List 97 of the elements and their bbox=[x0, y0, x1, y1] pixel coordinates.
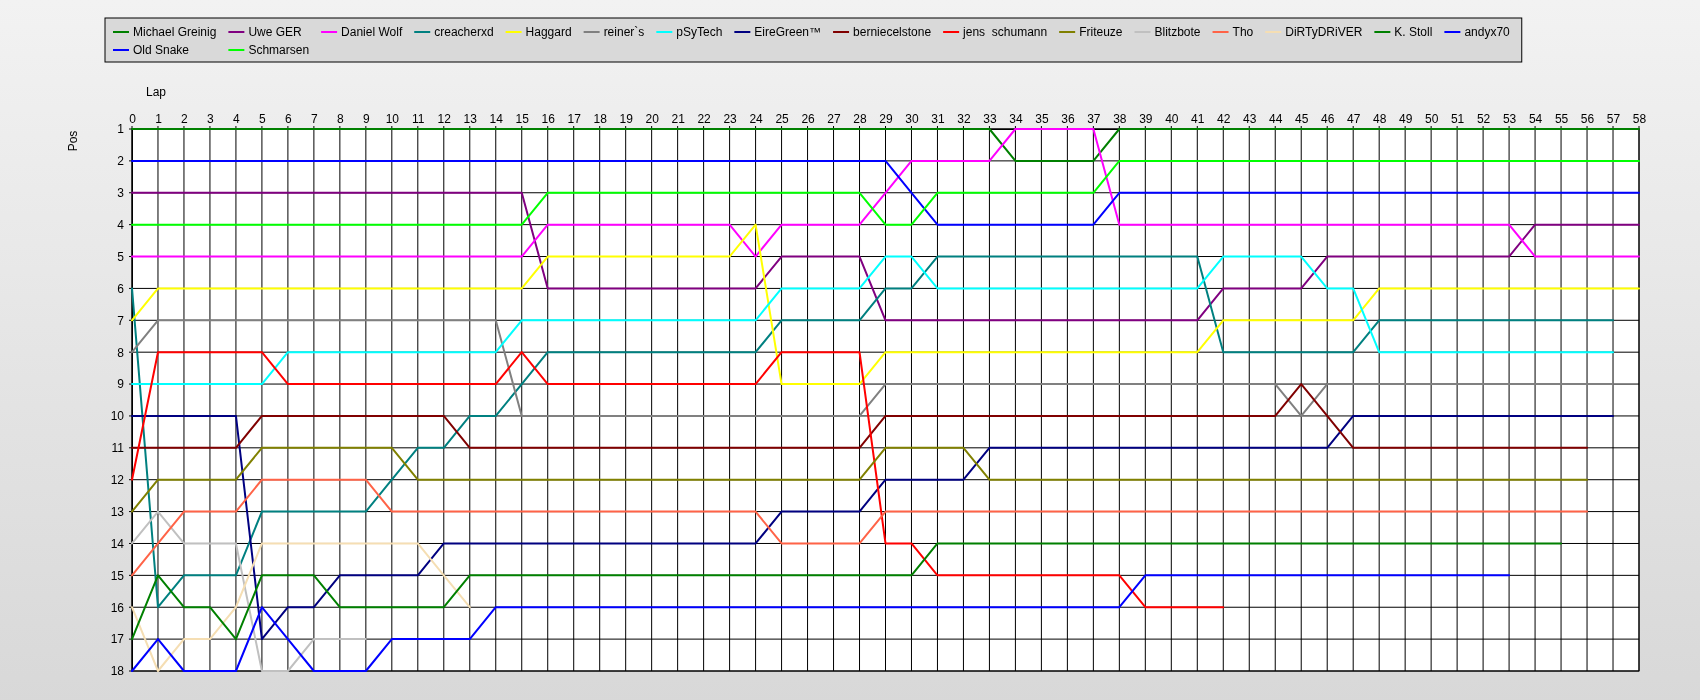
y-tick-label: 18 bbox=[110, 664, 125, 679]
x-tick-label: 32 bbox=[957, 112, 971, 126]
x-tick-label: 15 bbox=[515, 112, 530, 126]
x-tick-label: 4 bbox=[233, 112, 241, 126]
y-tick-label: 5 bbox=[117, 249, 125, 264]
legend-label: andyx70 bbox=[1464, 25, 1511, 39]
x-tick-label: 53 bbox=[1502, 112, 1517, 126]
y-tick-label: 1 bbox=[117, 122, 125, 137]
x-tick-label: 21 bbox=[671, 112, 686, 126]
legend-label: jens schumann bbox=[962, 25, 1048, 39]
y-tick-label: 14 bbox=[110, 536, 125, 551]
x-tick-label: 26 bbox=[801, 112, 816, 126]
x-tick-label: 1 bbox=[155, 112, 163, 126]
x-tick-label: 29 bbox=[879, 112, 893, 126]
y-tick-label: 11 bbox=[111, 441, 125, 456]
x-tick-label: 8 bbox=[337, 112, 345, 126]
x-tick-label: 28 bbox=[853, 112, 868, 126]
legend-label: Friteuze bbox=[1079, 25, 1123, 39]
x-tick-label: 34 bbox=[1009, 112, 1023, 126]
x-tick-label: 5 bbox=[259, 112, 267, 126]
x-tick-label: 6 bbox=[285, 112, 293, 126]
x-tick-label: 49 bbox=[1398, 112, 1413, 126]
y-tick-label: 16 bbox=[110, 600, 125, 615]
legend-label: Michael Greinig bbox=[133, 25, 217, 39]
x-tick-label: 24 bbox=[749, 112, 764, 126]
legend-label: reiner`s bbox=[603, 25, 645, 39]
x-tick-label: 0 bbox=[129, 112, 137, 126]
legend-label: creacherxd bbox=[434, 25, 494, 39]
x-tick-label: 30 bbox=[905, 112, 919, 126]
x-tick-label: 50 bbox=[1424, 112, 1439, 126]
y-tick-label: 7 bbox=[117, 313, 125, 328]
x-tick-label: 3 bbox=[207, 112, 215, 126]
x-tick-label: 54 bbox=[1528, 112, 1543, 126]
y-tick-label: 3 bbox=[117, 186, 125, 201]
x-tick-label: 47 bbox=[1347, 112, 1361, 126]
y-tick-label: 4 bbox=[117, 217, 125, 232]
x-tick-label: 14 bbox=[489, 112, 504, 126]
legend-label: Tho bbox=[1232, 25, 1254, 39]
y-tick-label: 15 bbox=[110, 568, 125, 583]
legend-label: Schmarsen bbox=[248, 43, 310, 57]
x-tick-label: 58 bbox=[1632, 112, 1647, 126]
x-tick-label: 57 bbox=[1606, 112, 1621, 126]
y-tick-label: 8 bbox=[117, 345, 125, 360]
x-tick-label: 9 bbox=[363, 112, 370, 126]
y-tick-label: 13 bbox=[110, 504, 125, 519]
x-tick-label: 7 bbox=[311, 112, 319, 126]
x-tick-label: 18 bbox=[593, 112, 608, 126]
x-tick-label: 23 bbox=[723, 112, 738, 126]
y-tick-label: 2 bbox=[117, 154, 125, 169]
x-tick-label: 40 bbox=[1165, 112, 1179, 126]
legend-label: pSyTech bbox=[676, 25, 723, 39]
x-tick-label: 33 bbox=[983, 112, 997, 126]
x-tick-label: 25 bbox=[775, 112, 790, 126]
x-tick-label: 44 bbox=[1269, 112, 1283, 126]
x-tick-label: 52 bbox=[1476, 112, 1491, 126]
x-tick-label: 17 bbox=[567, 112, 582, 126]
legend-label: Daniel Wolf bbox=[341, 25, 403, 39]
legend-label: EireGreen™ bbox=[754, 25, 822, 39]
x-tick-label: 56 bbox=[1580, 112, 1595, 126]
y-tick-label: 6 bbox=[117, 281, 125, 296]
x-tick-label: 36 bbox=[1061, 112, 1075, 126]
x-tick-label: 2 bbox=[181, 112, 189, 126]
legend-label: berniecelstone bbox=[853, 25, 932, 39]
x-tick-label: 13 bbox=[463, 112, 478, 126]
x-tick-label: 16 bbox=[541, 112, 556, 126]
x-tick-label: 37 bbox=[1087, 112, 1101, 126]
y-tick-label: 17 bbox=[110, 632, 125, 647]
x-tick-label: 11 bbox=[412, 112, 425, 126]
x-tick-label: 55 bbox=[1554, 112, 1569, 126]
legend-label: Uwe GER bbox=[248, 25, 303, 39]
x-tick-label: 22 bbox=[697, 112, 712, 126]
x-tick-label: 51 bbox=[1450, 112, 1465, 126]
x-tick-label: 41 bbox=[1191, 112, 1205, 126]
x-tick-label: 46 bbox=[1321, 112, 1335, 126]
y-axis-title: Pos bbox=[66, 130, 80, 152]
x-tick-label: 10 bbox=[385, 112, 400, 126]
y-tick-label: 10 bbox=[110, 409, 125, 424]
y-tick-label: 9 bbox=[117, 377, 125, 392]
legend-label: Haggard bbox=[525, 25, 572, 39]
x-tick-label: 43 bbox=[1243, 112, 1257, 126]
legend-label: K. Stoll bbox=[1394, 25, 1433, 39]
x-tick-label: 42 bbox=[1217, 112, 1231, 126]
y-tick-label: 12 bbox=[110, 473, 125, 488]
x-tick-label: 39 bbox=[1139, 112, 1153, 126]
legend-label: Old Snake bbox=[133, 43, 190, 57]
x-tick-label: 12 bbox=[437, 112, 452, 126]
x-tick-label: 38 bbox=[1113, 112, 1127, 126]
x-tick-label: 48 bbox=[1372, 112, 1387, 126]
x-axis-title: Lap bbox=[146, 85, 167, 99]
legend-label: Blitzbote bbox=[1154, 25, 1201, 39]
x-tick-label: 20 bbox=[645, 112, 660, 126]
x-tick-label: 19 bbox=[619, 112, 634, 126]
x-tick-label: 45 bbox=[1295, 112, 1309, 126]
x-tick-label: 35 bbox=[1035, 112, 1049, 126]
x-tick-label: 31 bbox=[931, 112, 945, 126]
x-tick-label: 27 bbox=[827, 112, 842, 126]
legend-label: DiRTyDRiVER bbox=[1285, 25, 1363, 39]
